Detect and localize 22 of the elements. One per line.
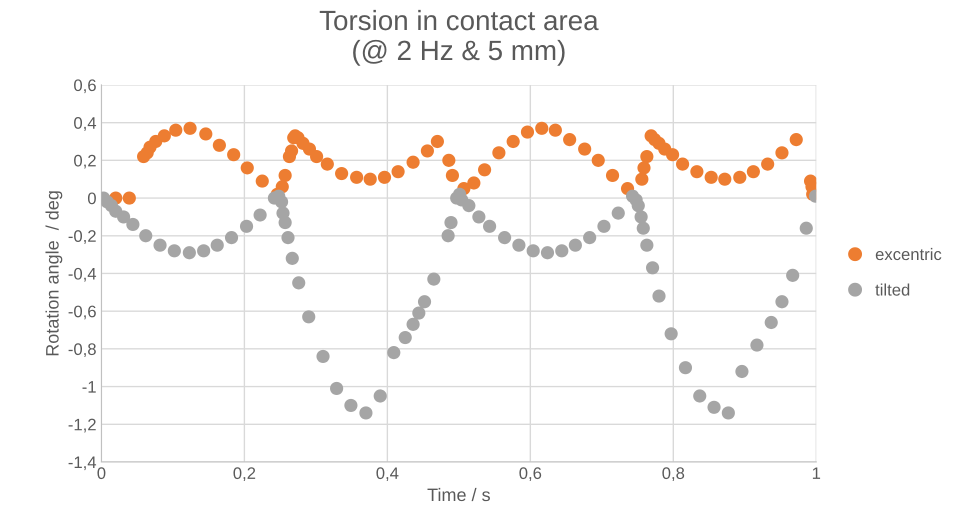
- legend-label: tilted: [875, 283, 910, 296]
- y-tick-label: -0,6: [68, 306, 96, 320]
- x-axis-title: Time / s: [427, 488, 490, 502]
- x-tick-label: 1: [812, 467, 820, 479]
- y-tick-label: -0,8: [68, 343, 96, 358]
- y-axis-title: Rotation angle / deg: [45, 191, 62, 356]
- chart-title: Torsion in contact area (@ 2 Hz & 5 mm): [320, 10, 599, 66]
- y-tick-label: 0,6: [74, 79, 96, 94]
- y-tick-label: -0,2: [68, 230, 96, 244]
- x-tick-label: 0,4: [376, 467, 398, 482]
- x-tick-label: 0,6: [519, 467, 542, 482]
- y-tick-label: 0: [88, 192, 96, 204]
- x-tick-label: 0,2: [233, 467, 256, 482]
- y-tick-label: 0,4: [74, 117, 96, 131]
- x-tick-label: 0: [97, 467, 106, 480]
- legend-label: excentric: [876, 248, 942, 260]
- x-tick-label: 0,8: [662, 467, 684, 482]
- y-tick-label: -1,4: [68, 456, 96, 470]
- y-tick-label: -1,2: [68, 418, 96, 432]
- y-tick-label: 0,2: [74, 154, 96, 169]
- y-tick-label: -1: [82, 381, 96, 393]
- y-tick-label: -0,4: [68, 268, 96, 282]
